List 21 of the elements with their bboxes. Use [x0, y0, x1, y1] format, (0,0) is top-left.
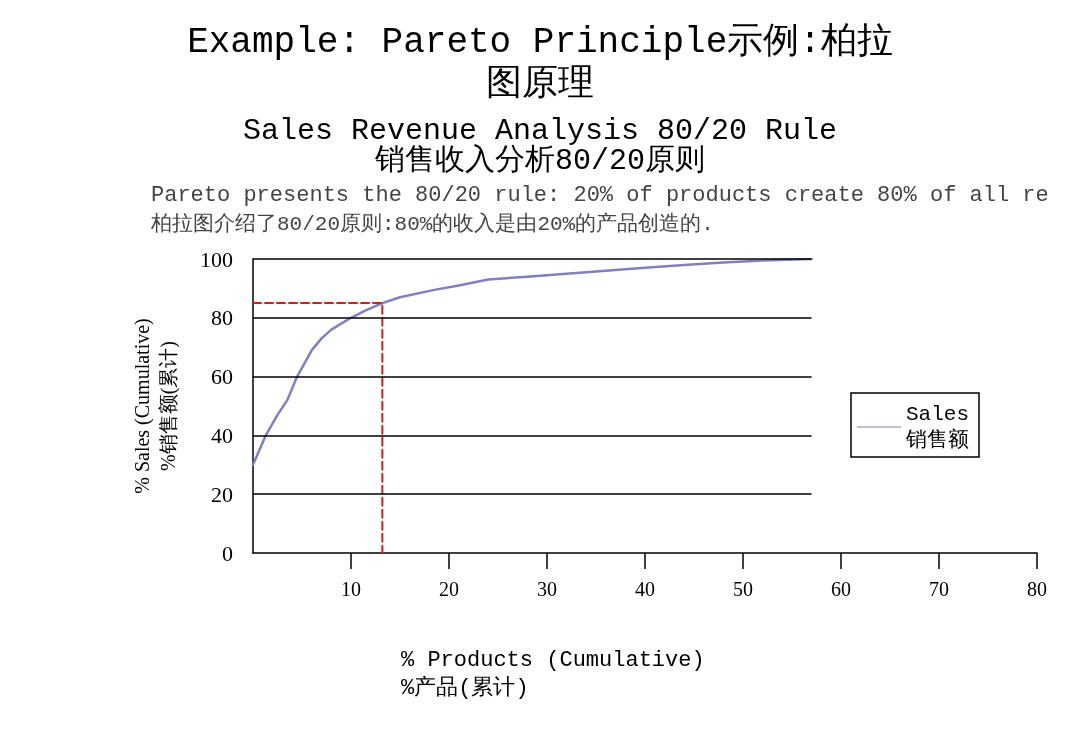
x-tick-label: 70: [929, 578, 949, 600]
y-tick-label: 20: [211, 481, 233, 507]
y-tick-label: 100: [200, 246, 233, 272]
y-tick-label: 80: [211, 305, 233, 331]
text: 柏拉图介绍了80/20原则:80%的收入是由20%的产品创造的.: [150, 212, 714, 236]
chart-title: Example: Pareto Principle示例:柏拉图原理: [187, 21, 893, 105]
y-tick-label: 0: [222, 540, 233, 566]
x-axis-title: % Products (Cumulative) %产品(累计): [401, 647, 705, 701]
x-tick-label: 80: [1027, 578, 1047, 600]
x-tick-label: 20: [439, 578, 459, 600]
text: Pareto presents the 80/20 rule: 20% of products create 80% of all re: [151, 182, 1049, 208]
x-tick-label: 10: [341, 578, 361, 600]
y-tick-label: 60: [211, 364, 233, 390]
x-tick-label: 60: [831, 578, 851, 600]
x-tick-label: 30: [537, 578, 557, 600]
legend-label: Sales 销售额: [905, 402, 970, 452]
y-axis-title: % Sales (Cumulative) %销售额(累计): [131, 318, 180, 494]
x-tick-label: 40: [635, 578, 655, 600]
chart-subtitle: Sales Revenue Analysis 80/20 Rule 销售收入分析80/20原则: [242, 114, 838, 178]
x-tick-label: 50: [733, 578, 753, 600]
y-tick-label: 40: [211, 422, 233, 448]
